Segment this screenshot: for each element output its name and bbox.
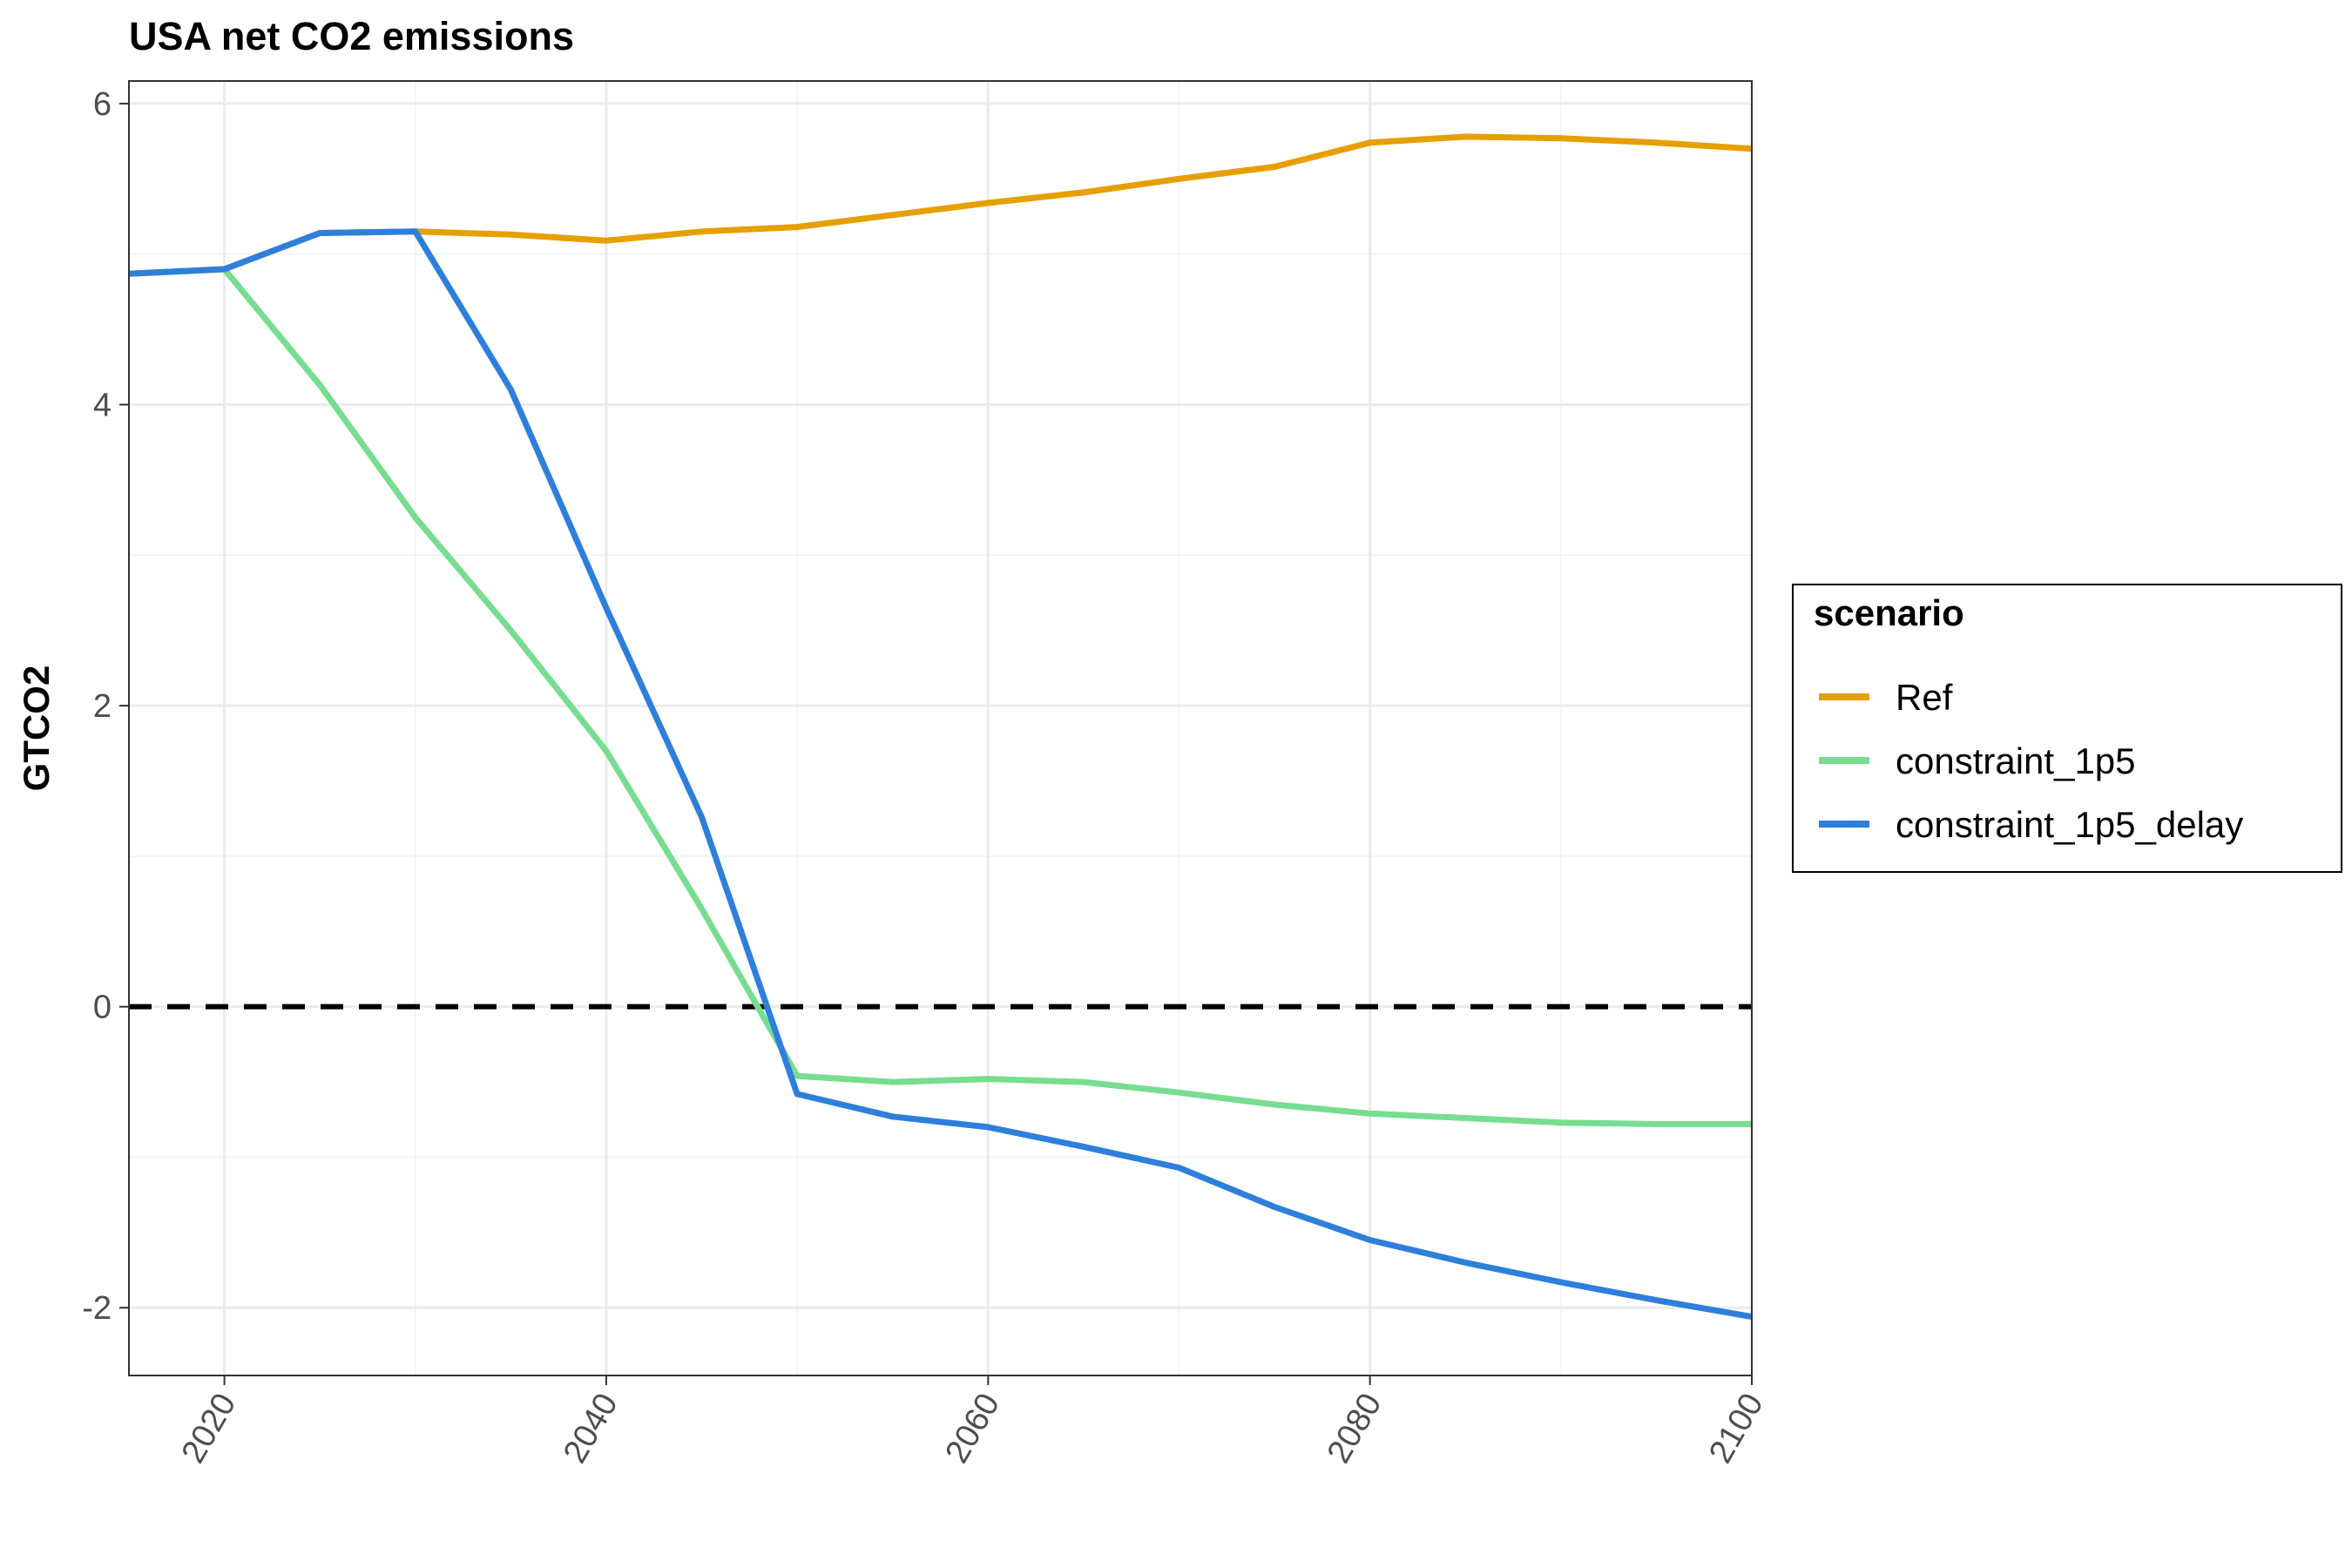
y-tick-label: 0 [93,990,112,1026]
plot-border [128,80,1753,1376]
y-tick-label: 2 [93,688,112,725]
legend-entries: Ref constraint_1p5 constraint_1p5_delay [1819,677,2243,845]
legend-label-ref: Ref [1896,677,1953,718]
legend: scenario Ref constraint_1p5 constraint_1p5… [1792,584,2342,873]
series-line-constraint-1p5-delay [128,228,1753,1321]
series-lines [128,133,1753,1321]
y-tick-label: 6 [93,86,112,123]
y-axis-title: GTCO2 [16,666,57,792]
y-tick-label: 4 [93,388,112,424]
legend-box [1792,584,2342,873]
chart-title: USA net CO2 emissions [129,14,574,58]
legend-label-constraint-1p5: constraint_1p5 [1896,740,2136,781]
y-axis: -2 0 2 4 6 [82,86,129,1327]
y-tick-label: -2 [82,1290,112,1327]
series-line-constraint-1p5 [128,266,1752,1127]
legend-label-constraint-1p5-delay: constraint_1p5_delay [1896,804,2243,845]
legend-title: scenario [1814,592,1964,633]
